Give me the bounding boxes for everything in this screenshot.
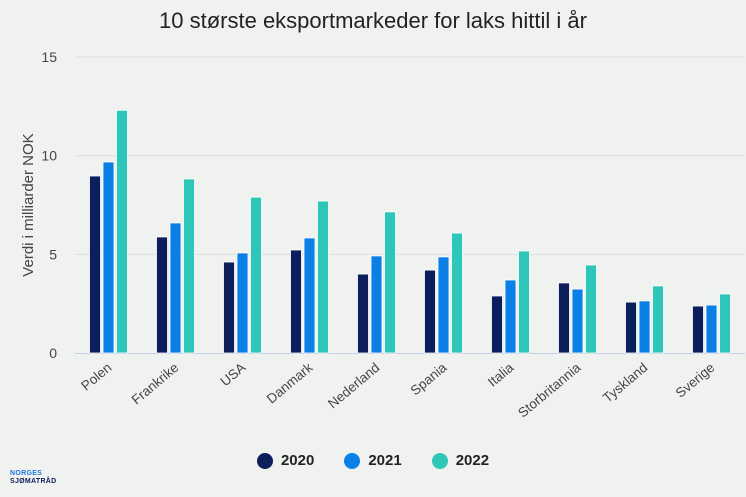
x-tick-label: Spania <box>408 359 450 398</box>
bar-danmark-2020 <box>290 249 302 354</box>
norges-sjomatrad-logo: NORGES SJØMATRÅD <box>10 470 57 486</box>
y-tick-label: 15 <box>41 49 57 65</box>
logo-line1: NORGES <box>10 470 43 477</box>
bar-spania-2022 <box>451 232 463 354</box>
bar-tyskland-2021 <box>638 300 651 354</box>
chart-title: 10 største eksportmarkeder for laks hitt… <box>159 8 587 33</box>
bar-storbritannia-2022 <box>585 264 597 354</box>
x-tick-label: Sverige <box>673 360 718 401</box>
bar-nederland-2021 <box>370 255 383 354</box>
legend-swatch <box>431 452 448 469</box>
y-axis-label: Verdi i milliarder NOK <box>20 133 37 276</box>
bar-sverige-2020 <box>692 305 704 354</box>
legend-swatch <box>256 452 273 469</box>
bar-frankrike-2022 <box>183 178 195 354</box>
bar-frankrike-2020 <box>156 236 168 354</box>
bar-sverige-2022 <box>719 293 731 354</box>
bar-italia-2022 <box>518 250 530 354</box>
bar-spania-2020 <box>424 269 436 354</box>
bar-usa-2020 <box>223 261 235 354</box>
legend-label: 2021 <box>368 452 402 469</box>
bar-polen-2021 <box>102 161 115 354</box>
x-tick-label: Nederland <box>325 360 382 412</box>
legend-swatch <box>344 452 361 469</box>
bar-frankrike-2021 <box>169 222 182 354</box>
bar-usa-2022 <box>250 196 262 354</box>
bar-italia-2021 <box>504 279 517 354</box>
y-tick-label: 10 <box>41 148 57 164</box>
bar-italia-2020 <box>491 295 503 354</box>
bar-nederland-2020 <box>357 273 369 354</box>
bar-danmark-2022 <box>317 200 329 354</box>
legend-item-2020[interactable]: 2020 <box>256 452 315 469</box>
x-tick-label: Storbritannia <box>515 359 584 420</box>
legend-label: 2020 <box>280 452 315 469</box>
bar-usa-2021 <box>236 252 249 354</box>
bar-tyskland-2022 <box>652 285 664 354</box>
x-tick-label: Polen <box>78 360 114 394</box>
legend: 2020 2021 2022 <box>0 452 746 469</box>
x-tick-label: Frankrike <box>129 360 182 408</box>
legend-item-2021[interactable]: 2021 <box>344 452 402 469</box>
bar-tyskland-2020 <box>625 301 637 354</box>
x-tick-label: USA <box>218 360 249 389</box>
bar-nederland-2022 <box>384 211 396 354</box>
x-tick-label: Tyskland <box>600 360 650 406</box>
x-tick-label: Danmark <box>264 360 316 407</box>
bar-spania-2021 <box>437 256 450 354</box>
bar-sverige-2021 <box>705 304 718 354</box>
bar-polen-2020 <box>89 175 101 354</box>
y-tick-label: 0 <box>49 345 57 361</box>
legend-item-2022[interactable]: 2022 <box>431 452 490 469</box>
x-tick-label: Italia <box>485 360 517 390</box>
bar-storbritannia-2021 <box>571 288 584 354</box>
bar-polen-2022 <box>116 109 128 354</box>
y-tick-label: 5 <box>49 246 57 262</box>
legend-label: 2022 <box>455 452 490 469</box>
bar-danmark-2021 <box>303 237 316 354</box>
bar-storbritannia-2020 <box>558 282 570 354</box>
logo-line2: SJØMATRÅD <box>10 478 57 485</box>
